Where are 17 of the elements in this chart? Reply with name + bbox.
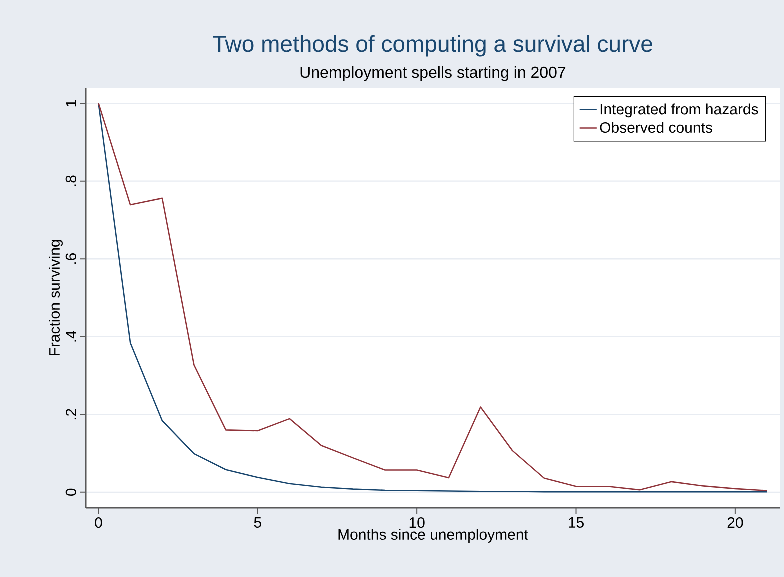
y-tick-label: 1 xyxy=(66,100,76,107)
y-tick-label: 0 xyxy=(66,488,76,496)
x-tick-label: 5 xyxy=(254,518,262,528)
x-tick-label: 15 xyxy=(569,518,584,528)
y-tick-label: .8 xyxy=(66,176,76,186)
x-axis-title: Months since unemployment xyxy=(338,529,528,543)
legend-label: Integrated from hazards xyxy=(600,104,758,118)
chart-title: Two methods of computing a survival curve xyxy=(213,35,652,57)
chart-subtitle: Unemployment spells starting in 2007 xyxy=(300,66,566,82)
legend-label: Observed counts xyxy=(600,122,712,134)
x-tick-label: 20 xyxy=(728,518,744,528)
x-tick-label: 0 xyxy=(95,518,102,528)
y-axis-title: Fraction surviving xyxy=(49,240,63,356)
y-tick-label: .2 xyxy=(66,409,76,420)
y-tick-label: .6 xyxy=(66,254,76,264)
x-tick-label: 10 xyxy=(410,518,425,528)
y-tick-label: .4 xyxy=(66,331,76,342)
